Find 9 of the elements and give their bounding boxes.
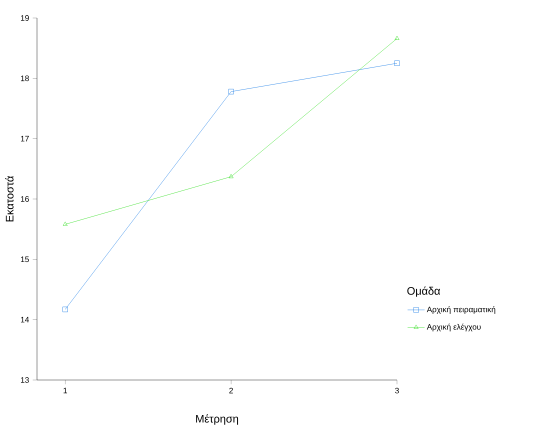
x-axis-title: Μέτρηση bbox=[196, 414, 238, 425]
legend-title: Ομάδα bbox=[407, 286, 440, 297]
point bbox=[394, 36, 400, 40]
point bbox=[394, 60, 400, 66]
point bbox=[62, 306, 68, 312]
point bbox=[228, 88, 234, 94]
y-axis-title: Εκατοστά bbox=[5, 176, 14, 222]
point bbox=[62, 222, 68, 226]
point bbox=[228, 174, 234, 178]
